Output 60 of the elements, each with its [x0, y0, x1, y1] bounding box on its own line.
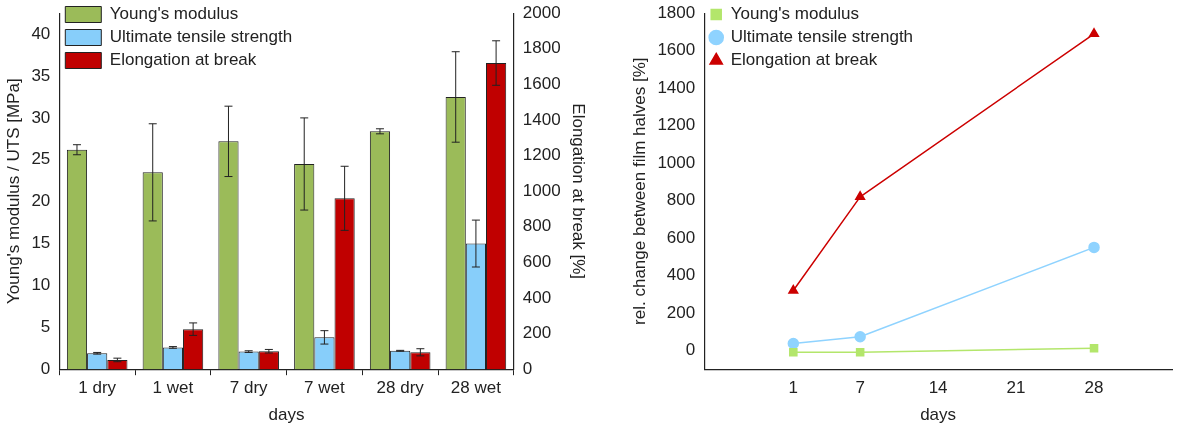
- y-tick-label: 1400: [657, 77, 696, 97]
- y2-tick-label: 1400: [522, 109, 561, 129]
- y2-tick-label: 1800: [522, 38, 561, 58]
- y-tick-label: 600: [666, 227, 696, 247]
- y-tick-label: 5: [40, 317, 51, 337]
- point: [855, 348, 865, 357]
- x-tick-label: 14: [928, 378, 948, 398]
- point: [1088, 28, 1100, 38]
- y-tick-label: 1000: [657, 152, 696, 172]
- y-tick-label: 0: [40, 358, 51, 378]
- x-axis-title: days: [268, 405, 305, 425]
- point: [1089, 343, 1099, 353]
- y-tick-label: 800: [666, 190, 696, 210]
- y-tick-label: 0: [685, 340, 696, 360]
- x-tick-label: 7 dry: [229, 378, 269, 398]
- y-tick-label: 20: [31, 191, 51, 211]
- y-tick-label: 15: [31, 233, 51, 253]
- y-tick-label: 30: [31, 107, 51, 127]
- y-axis-title: rel. change between film halves [%]: [629, 57, 649, 325]
- y-tick-label: 1600: [657, 40, 696, 60]
- x-tick-label: 28 wet: [450, 378, 502, 398]
- y-tick-label: 200: [666, 302, 696, 322]
- y2-axis-title: Elongation at break [%]: [569, 103, 589, 280]
- y2-tick-label: 800: [522, 216, 552, 236]
- y-tick-label: 35: [31, 65, 51, 85]
- x-axis-title: days: [920, 405, 957, 425]
- point: [855, 191, 866, 201]
- y-tick-label: 1800: [657, 2, 696, 22]
- legend-label: Elongation at break: [730, 50, 878, 70]
- y2-tick-label: 200: [522, 323, 552, 343]
- x-tick-label: 21: [1006, 378, 1026, 398]
- y-tick-label: 25: [31, 149, 51, 169]
- y2-tick-label: 0: [522, 358, 533, 378]
- legend-label: Ultimate tensile strength: [730, 27, 914, 47]
- y-axis-title: Young's modulus / UTS [MPa]: [3, 78, 23, 305]
- x-tick-label: 28: [1084, 378, 1104, 398]
- y-tick-label: 400: [666, 265, 696, 285]
- y-tick-label: 1200: [657, 115, 696, 135]
- legend-label: Elongation at break: [109, 50, 257, 70]
- y2-tick-label: 1000: [522, 180, 561, 200]
- y2-tick-label: 2000: [522, 2, 561, 22]
- point: [789, 348, 798, 357]
- x-tick-label: 7 wet: [304, 378, 346, 398]
- y-tick-label: 10: [31, 275, 51, 295]
- y2-tick-label: 600: [522, 252, 552, 272]
- y2-tick-label: 1600: [522, 74, 561, 94]
- point: [788, 284, 799, 294]
- point: [854, 331, 866, 343]
- legend-label: Ultimate tensile strength: [109, 27, 293, 47]
- y2-tick-label: 1200: [522, 145, 561, 165]
- x-tick-label: 1: [788, 378, 799, 398]
- x-tick-label: 7: [855, 378, 865, 398]
- x-tick-label: 28 dry: [376, 378, 425, 398]
- point: [1088, 241, 1100, 254]
- x-tick-label: 1 dry: [78, 378, 117, 398]
- x-tick-label: 1 wet: [152, 378, 194, 398]
- legend-label: Young's modulus: [109, 4, 239, 24]
- y2-tick-label: 400: [522, 287, 552, 307]
- y-tick-label: 40: [31, 23, 51, 43]
- legend-label: Young's modulus: [730, 4, 860, 24]
